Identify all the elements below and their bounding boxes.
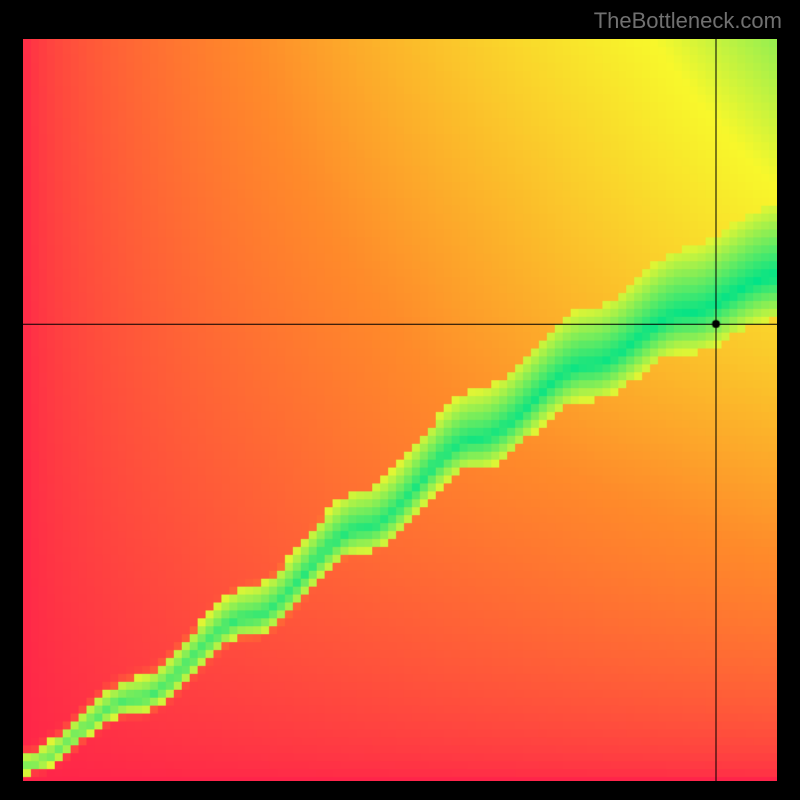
heatmap-canvas	[23, 39, 777, 781]
heatmap-plot-frame	[20, 36, 780, 784]
watermark-text: TheBottleneck.com	[594, 8, 782, 34]
